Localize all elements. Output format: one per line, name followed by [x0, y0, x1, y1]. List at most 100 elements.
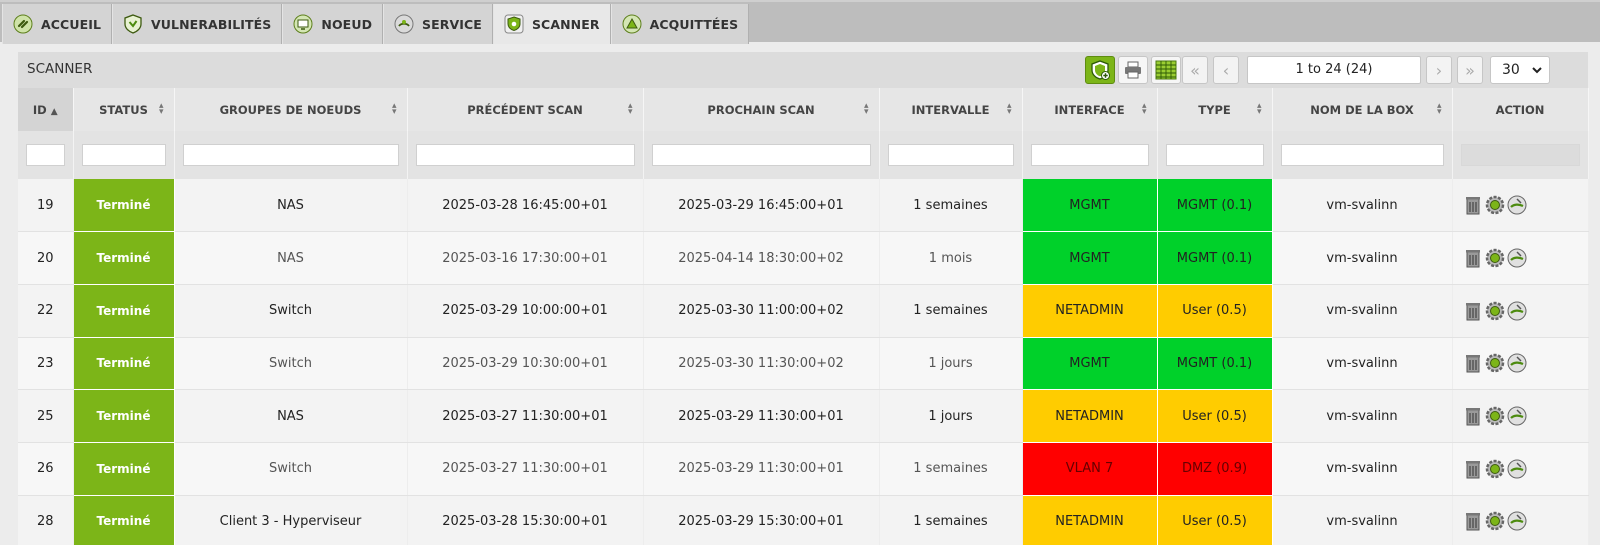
table-row[interactable]: 23 Terminé Switch 2025-03-29 10:30:00+01 202…	[18, 337, 1589, 391]
tab-vulnerabilits[interactable]: VULNERABILITÉS	[112, 4, 283, 44]
gear-icon[interactable]	[1485, 459, 1505, 479]
table-row[interactable]: 20 Terminé NAS 2025-03-16 17:30:00+01 2025-0…	[18, 231, 1589, 285]
first-page-button[interactable]: «	[1182, 56, 1208, 84]
cell-status: Terminé	[73, 179, 175, 233]
filter-cell	[1452, 131, 1589, 179]
filter-cell	[407, 131, 644, 179]
delete-icon[interactable]	[1463, 353, 1483, 373]
spreadsheet-icon	[1155, 60, 1177, 80]
tab-acquittes[interactable]: ACQUITTÉES	[610, 4, 750, 44]
filter-input-id[interactable]	[26, 144, 65, 166]
cell-type: MGMT (0.1)	[1157, 337, 1273, 391]
filter-input-groupes-de-noeuds[interactable]	[182, 144, 399, 166]
panel-title: SCANNER	[27, 61, 93, 77]
filter-input-intervalle[interactable]	[887, 144, 1014, 166]
column-header-interface[interactable]: INTERFACE ▴ ▾	[1022, 88, 1158, 131]
column-header-intervalle[interactable]: INTERVALLE ▴ ▾	[879, 88, 1023, 131]
cell-action	[1452, 337, 1589, 391]
tab-noeud[interactable]: NOEUD	[282, 4, 384, 44]
filter-input-prochain-scan[interactable]	[651, 144, 871, 166]
column-header-nom-de-la-box[interactable]: NOM DE LA BOX ▴ ▾	[1272, 88, 1453, 131]
filter-input-pr-c-dent-scan[interactable]	[415, 144, 635, 166]
column-header-groupes-de-noeuds[interactable]: GROUPES DE NOEUDS ▴ ▾	[174, 88, 408, 131]
table-row[interactable]: 22 Terminé Switch 2025-03-29 10:00:00+01 202…	[18, 284, 1589, 338]
add-scan-button[interactable]	[1085, 56, 1115, 84]
row-actions	[1453, 301, 1588, 321]
filter-input-status[interactable]	[81, 144, 166, 166]
cell-interface: NETADMIN	[1022, 389, 1158, 443]
filter-cell	[643, 131, 880, 179]
column-header-pr-c-dent-scan[interactable]: PRÉCÉDENT SCAN ▴ ▾	[407, 88, 644, 131]
column-header-label: GROUPES DE NOEUDS	[219, 102, 362, 117]
table-row[interactable]: 25 Terminé NAS 2025-03-27 11:30:00+01 2025-0…	[18, 389, 1589, 443]
gear-icon[interactable]	[1485, 353, 1505, 373]
cell-type: User (0.5)	[1157, 284, 1273, 338]
last-page-button[interactable]: »	[1457, 56, 1483, 84]
page-size-select[interactable]: 30	[1490, 56, 1550, 84]
delete-icon[interactable]	[1463, 406, 1483, 426]
cell-action	[1452, 284, 1589, 338]
double-chevron-left-icon: «	[1190, 60, 1200, 80]
column-header-status[interactable]: STATUS ▴ ▾	[73, 88, 175, 131]
run-scan-icon[interactable]	[1507, 406, 1527, 426]
column-header-type[interactable]: TYPE ▴ ▾	[1157, 88, 1273, 131]
scanner-shield-icon	[504, 14, 524, 34]
delete-icon[interactable]	[1463, 511, 1483, 531]
export-csv-button[interactable]	[1151, 56, 1181, 84]
filter-cell	[174, 131, 408, 179]
scanner-table: ID ▲ STATUS ▴ ▾ GROUPES DE NOEUDS ▴ ▾ PRÉCÉDENT …	[18, 88, 1589, 545]
run-scan-icon[interactable]	[1507, 248, 1527, 268]
column-header-id[interactable]: ID ▲	[18, 88, 74, 131]
tab-accueil[interactable]: ACCUEIL	[2, 4, 113, 44]
run-scan-icon[interactable]	[1507, 459, 1527, 479]
filter-input-type[interactable]	[1165, 144, 1264, 166]
delete-icon[interactable]	[1463, 459, 1483, 479]
cell-group: Switch	[174, 284, 408, 338]
row-actions	[1453, 511, 1588, 531]
cell-prev: 2025-03-27 11:30:00+01	[407, 389, 644, 443]
cell-interval: 1 jours	[879, 337, 1023, 391]
cell-interval: 1 jours	[879, 389, 1023, 443]
cell-interface: MGMT	[1022, 337, 1158, 391]
print-button[interactable]	[1118, 56, 1148, 84]
filter-placeholder	[1460, 144, 1580, 166]
run-scan-icon[interactable]	[1507, 353, 1527, 373]
cell-prev: 2025-03-28 15:30:00+01	[407, 495, 644, 545]
run-scan-icon[interactable]	[1507, 301, 1527, 321]
cell-next: 2025-03-29 11:30:00+01	[643, 389, 880, 443]
cell-group: NAS	[174, 389, 408, 443]
prev-page-button[interactable]: ‹	[1213, 56, 1239, 84]
service-icon	[394, 14, 414, 34]
filter-input-interface[interactable]	[1030, 144, 1149, 166]
delete-icon[interactable]	[1463, 248, 1483, 268]
sort-icon: ▴ ▾	[391, 101, 397, 117]
tab-bar: ACCUEIL VULNERABILITÉS NOEUD SERVICE SCANNER…	[0, 0, 1600, 44]
delete-icon[interactable]	[1463, 195, 1483, 215]
run-scan-icon[interactable]	[1507, 511, 1527, 531]
panel-header: SCANNER « ‹ 1 to 24 (24) ›	[18, 52, 1588, 88]
delete-icon[interactable]	[1463, 301, 1483, 321]
tab-service[interactable]: SERVICE	[383, 4, 493, 44]
gear-icon[interactable]	[1485, 248, 1505, 268]
gear-icon[interactable]	[1485, 195, 1505, 215]
table-row[interactable]: 19 Terminé NAS 2025-03-28 16:45:00+01 2025-0…	[18, 179, 1589, 233]
table-row[interactable]: 28 Terminé Client 3 - Hyperviseur 2025-03-2…	[18, 495, 1589, 545]
gear-icon[interactable]	[1485, 406, 1505, 426]
next-page-button[interactable]: ›	[1426, 56, 1452, 84]
table-row[interactable]: 26 Terminé Switch 2025-03-27 11:30:00+01 202…	[18, 442, 1589, 496]
cell-action	[1452, 442, 1589, 496]
pager-display[interactable]: 1 to 24 (24)	[1247, 56, 1421, 84]
cell-next: 2025-03-29 16:45:00+01	[643, 179, 880, 233]
cell-action	[1452, 495, 1589, 545]
filter-cell	[1022, 131, 1158, 179]
tab-label: NOEUD	[321, 16, 373, 32]
page-size-value: 30	[1502, 62, 1520, 78]
run-scan-icon[interactable]	[1507, 195, 1527, 215]
gear-icon[interactable]	[1485, 511, 1505, 531]
tab-scanner[interactable]: SCANNER	[492, 4, 611, 44]
filter-input-nom-de-la-box[interactable]	[1280, 144, 1444, 166]
cell-interface: NETADMIN	[1022, 284, 1158, 338]
column-header-prochain-scan[interactable]: PROCHAIN SCAN ▴ ▾	[643, 88, 880, 131]
gear-icon[interactable]	[1485, 301, 1505, 321]
cell-prev: 2025-03-27 11:30:00+01	[407, 442, 644, 496]
